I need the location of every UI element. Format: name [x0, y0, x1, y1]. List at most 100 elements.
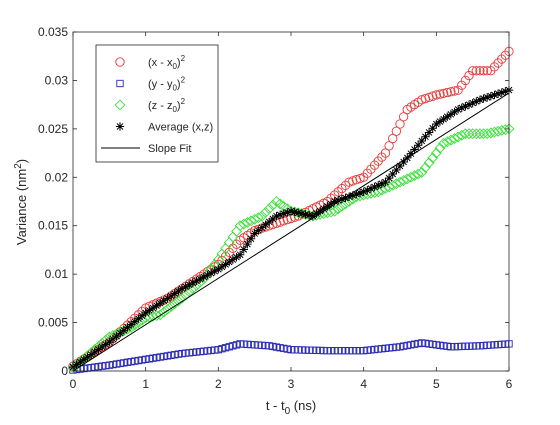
- data-point-x: [351, 175, 362, 185]
- data-point-x: [337, 183, 347, 194]
- data-point-avg: [188, 278, 198, 288]
- data-point-z: [452, 131, 464, 143]
- data-point-avg: [206, 268, 216, 278]
- data-point-avg: [294, 208, 303, 217]
- legend-entry-z: (z - z0)2: [114, 97, 186, 114]
- data-point-z: [390, 178, 402, 190]
- data-point-avg: [141, 308, 150, 318]
- data-point-z: [169, 298, 181, 310]
- data-point-z: [416, 167, 428, 178]
- data-point-x: [449, 86, 460, 96]
- data-point-x: [468, 66, 478, 76]
- data-point-avg: [199, 272, 208, 282]
- data-point-avg: [432, 119, 441, 129]
- data-point-avg: [421, 132, 430, 141]
- data-point-avg: [359, 187, 368, 197]
- data-point-avg: [254, 226, 263, 235]
- data-point-avg: [323, 202, 332, 211]
- data-point-avg: [210, 267, 219, 276]
- data-point-avg: [192, 276, 201, 286]
- data-point-x: [398, 112, 409, 122]
- x-tick-label: 2: [215, 377, 222, 391]
- data-point-z: [401, 173, 413, 185]
- data-point-avg: [221, 260, 230, 269]
- y-tick-label: 0: [61, 364, 68, 378]
- data-point-x: [453, 85, 463, 95]
- data-point-avg: [76, 357, 85, 367]
- data-point-avg: [297, 209, 307, 218]
- data-point-x: [438, 88, 449, 98]
- legend-marker: [115, 57, 125, 67]
- data-point-z: [492, 125, 504, 137]
- data-point-z: [481, 128, 493, 140]
- data-point-z: [463, 128, 475, 140]
- data-point-avg: [243, 239, 252, 249]
- data-point-avg: [159, 296, 169, 305]
- data-point-avg: [344, 192, 354, 201]
- data-point-avg: [450, 107, 459, 117]
- data-point-avg: [410, 145, 419, 154]
- data-point-avg: [166, 291, 176, 301]
- y-tick-label: 0.005: [38, 316, 68, 330]
- legend-marker: [114, 99, 126, 111]
- data-point-avg: [72, 360, 81, 369]
- y-tick-label: 0.03: [45, 73, 69, 87]
- data-point-x: [435, 89, 445, 99]
- data-point-z: [234, 220, 246, 232]
- data-point-avg: [355, 188, 365, 198]
- x-tick-label: 0: [70, 377, 77, 391]
- data-point-avg: [97, 342, 107, 352]
- data-point-avg: [214, 265, 223, 274]
- data-point-z: [434, 142, 446, 154]
- legend-entry-avg: Average (x,z): [115, 122, 213, 134]
- legend-label: (z - z0)2: [148, 97, 186, 114]
- slope-fit-line: [72, 92, 510, 372]
- data-point-avg: [399, 157, 408, 167]
- legend-label: (y - y0)2: [148, 76, 186, 93]
- data-point-avg: [457, 103, 466, 113]
- data-point-avg: [137, 311, 147, 320]
- y-axis-label: Variance (nm2): [13, 159, 29, 245]
- data-point-x: [420, 93, 431, 104]
- data-point-z: [162, 303, 173, 315]
- data-point-avg: [326, 199, 336, 209]
- data-point-avg: [315, 206, 325, 216]
- data-point-avg: [126, 320, 136, 329]
- data-point-z: [423, 157, 435, 169]
- data-point-z: [172, 295, 184, 307]
- data-point-avg: [235, 250, 245, 259]
- data-point-avg: [261, 220, 270, 229]
- data-point-x: [355, 173, 365, 184]
- data-point-z: [456, 129, 468, 141]
- data-point-x: [380, 148, 391, 158]
- data-point-avg: [395, 161, 405, 171]
- legend-marker: [116, 79, 124, 88]
- data-point-z: [427, 152, 439, 164]
- data-point-z: [459, 128, 471, 140]
- data-point-x: [431, 90, 441, 100]
- data-point-avg: [475, 95, 485, 104]
- data-point-z: [332, 203, 344, 215]
- data-point-z: [405, 171, 417, 183]
- data-point-z: [409, 170, 420, 182]
- data-point-x: [460, 75, 471, 86]
- data-point-avg: [388, 169, 397, 179]
- data-point-avg: [370, 182, 379, 192]
- data-point-avg: [101, 340, 110, 349]
- data-point-x: [333, 187, 343, 197]
- data-point-avg: [105, 337, 114, 347]
- x-tick-label: 5: [433, 377, 440, 391]
- axis-ticks: 0 1 2 3 4 5 6 0 0.005 0.01 0.015 0.02 0.025 0.03 0.035: [38, 25, 513, 391]
- data-point-z: [398, 175, 410, 186]
- legend: (x - x0)2 (y - y0)2 (z - z0)2 Average (x,z)…: [95, 44, 219, 163]
- data-point-avg: [497, 88, 506, 97]
- data-point-avg: [246, 234, 256, 243]
- data-point-avg: [116, 329, 125, 338]
- data-point-avg: [424, 128, 434, 137]
- data-point-avg: [319, 204, 328, 213]
- legend-entry-fit: Slope Fit: [101, 143, 191, 155]
- data-point-x: [464, 70, 474, 81]
- data-point-avg: [304, 211, 314, 220]
- data-point-z: [252, 212, 264, 224]
